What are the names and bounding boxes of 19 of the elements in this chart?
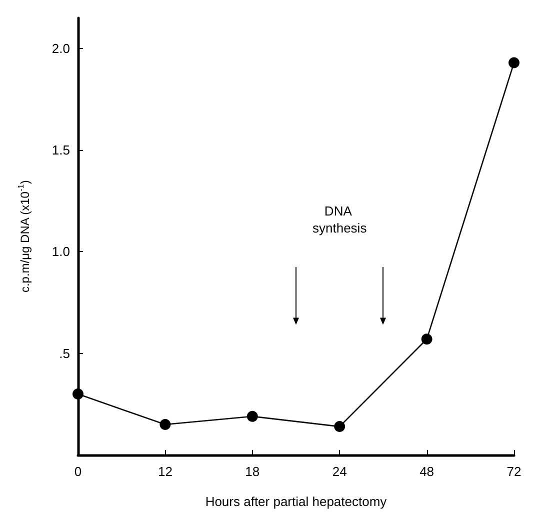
y-axis-title: c.p.m/μg DNA (x10-1) [16, 180, 32, 293]
x-axis-title: Hours after partial hepatectomy [205, 494, 388, 509]
annotation: DNA synthesis [312, 204, 368, 236]
x-tick-label: 18 [245, 464, 260, 479]
point [334, 421, 346, 432]
x-tick-label: 48 [420, 464, 434, 479]
x-tick-label: 12 [158, 464, 172, 479]
y-tick-label: 1.0 [52, 244, 70, 260]
point [508, 57, 520, 68]
x-tick-label: 0 [74, 464, 82, 479]
y-tick-label: .5 [59, 346, 70, 361]
point [246, 410, 258, 422]
point [421, 334, 432, 345]
point [160, 419, 171, 430]
x-tick-label: 72 [506, 464, 522, 479]
y-tick-label: 2.0 [52, 40, 70, 56]
x-tick-label: 24 [332, 464, 347, 479]
point [72, 388, 84, 400]
y-tick-label: 1.5 [52, 142, 70, 158]
